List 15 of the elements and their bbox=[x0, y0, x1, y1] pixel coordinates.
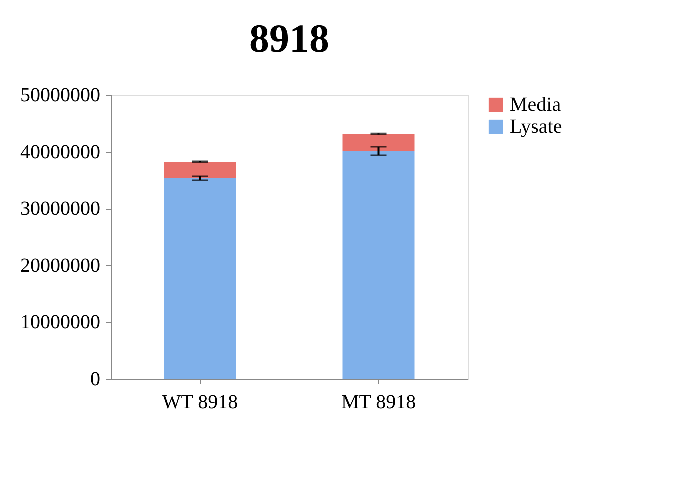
y-tick-label: 10000000 bbox=[20, 312, 100, 334]
legend-label: Lysate bbox=[510, 116, 562, 138]
x-tick-label: WT 8918 bbox=[162, 392, 238, 414]
bar bbox=[164, 162, 236, 178]
bar bbox=[164, 178, 236, 379]
bar bbox=[342, 134, 415, 152]
chart-title: 8918 bbox=[250, 16, 330, 61]
y-tick-label: 30000000 bbox=[20, 198, 100, 220]
y-tick-label: 50000000 bbox=[20, 84, 100, 106]
y-tick-label: 40000000 bbox=[20, 141, 100, 164]
bar bbox=[342, 151, 415, 379]
y-tick-label: 20000000 bbox=[20, 254, 100, 277]
legend-label: Media bbox=[510, 94, 562, 116]
x-tick-label: MT 8918 bbox=[341, 392, 416, 414]
y-tick-label: 0 bbox=[90, 368, 100, 390]
